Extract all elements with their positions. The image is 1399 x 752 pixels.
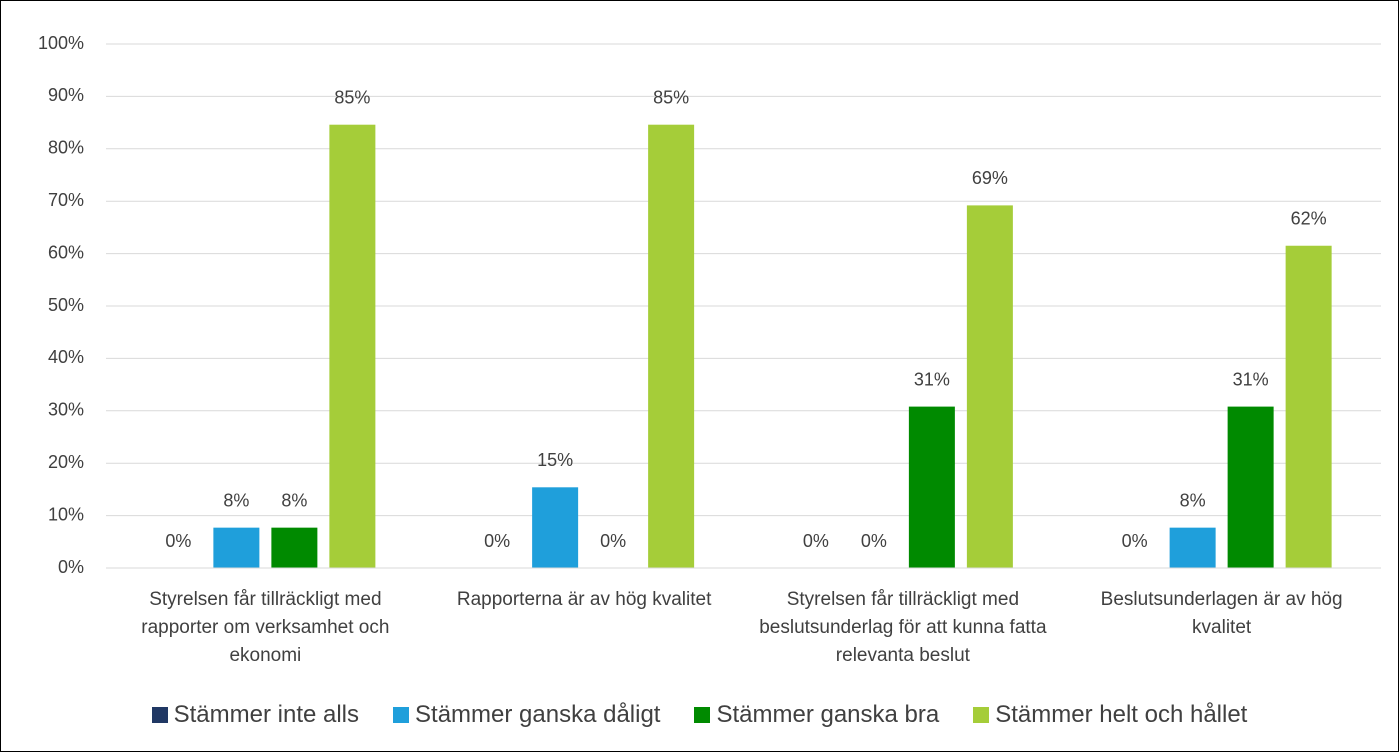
data-label: 8% (281, 490, 307, 510)
y-tick-label: 90% (48, 85, 84, 105)
data-label: 69% (972, 168, 1008, 188)
bar (329, 124, 376, 569)
bar (532, 487, 579, 568)
data-label: 15% (537, 450, 573, 470)
x-tick-label: Beslutsunderlagen är av hög kvalitet (1100, 589, 1343, 638)
y-tick-label: 70% (48, 190, 84, 210)
legend-swatch (151, 707, 168, 723)
data-label: 0% (600, 531, 626, 551)
y-tick-label: 10% (48, 504, 84, 524)
y-tick-label: 100% (38, 33, 84, 53)
bar (1227, 406, 1274, 568)
legend-item: Stämmer inte alls (151, 701, 360, 729)
legend-item: Stämmer helt och hållet (973, 701, 1247, 729)
data-label: 0% (484, 531, 510, 551)
bar (908, 406, 955, 568)
legend-label: Stämmer ganska dåligt (415, 701, 661, 728)
y-tick-label: 80% (48, 138, 84, 158)
bar (1169, 527, 1216, 568)
legend-swatch (694, 707, 711, 723)
data-label: 8% (1180, 490, 1206, 510)
data-label: 0% (803, 531, 829, 551)
legend-item: Stämmer ganska bra (694, 701, 939, 729)
legend-swatch (973, 707, 990, 723)
legend-label: Stämmer inte alls (173, 701, 360, 728)
bar (271, 527, 318, 568)
data-label: 31% (1233, 369, 1269, 389)
y-tick-label: 60% (48, 242, 84, 262)
bar (648, 124, 695, 569)
data-label: 85% (334, 87, 370, 107)
y-tick-label: 50% (48, 295, 84, 315)
legend-label: Stämmer ganska bra (716, 701, 940, 728)
y-tick-label: 20% (48, 452, 84, 472)
bar (213, 527, 260, 568)
x-tick-label: Rapporterna är av hög kvalitet (456, 589, 712, 610)
data-label: 62% (1291, 208, 1327, 228)
bar (1285, 245, 1332, 569)
legend-item: Stämmer ganska dåligt (393, 701, 660, 729)
bar (966, 205, 1013, 568)
y-tick-label: 0% (58, 557, 84, 577)
data-label: 0% (1122, 531, 1148, 551)
x-tick-label: Styrelsen får tillräckligt med beslutsun… (759, 589, 1047, 666)
data-label: 0% (861, 531, 887, 551)
y-tick-label: 40% (48, 347, 84, 367)
data-label: 0% (165, 531, 191, 551)
x-tick-label: Styrelsen får tillräckligt med rapporter… (141, 589, 390, 666)
data-label: 8% (223, 490, 249, 510)
data-label: 85% (653, 87, 689, 107)
y-tick-label: 30% (48, 400, 84, 420)
legend: Stämmer inte alls Stämmer ganska dåligt St… (1, 701, 1398, 729)
legend-swatch (393, 707, 410, 723)
legend-label: Stämmer helt och hållet (995, 701, 1248, 728)
data-label: 31% (914, 369, 950, 389)
